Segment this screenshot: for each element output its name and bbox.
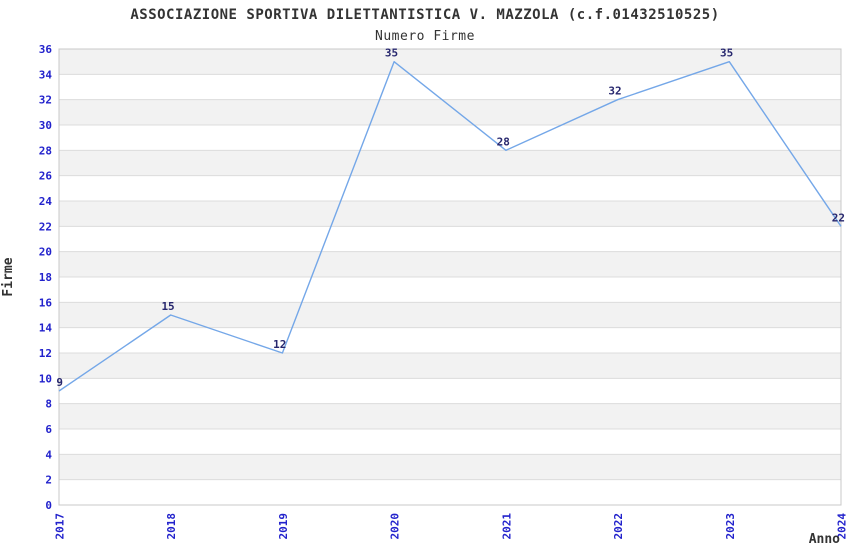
- x-axis-title: Anno: [809, 532, 840, 547]
- background-band: [59, 479, 841, 505]
- background-band: [59, 277, 841, 303]
- value-label: 22: [832, 211, 845, 224]
- y-tick-label: 22: [39, 220, 52, 233]
- plot-frame: [58, 48, 842, 506]
- value-label: 15: [161, 300, 174, 313]
- y-tick-label: 8: [45, 398, 52, 411]
- y-tick-label: 28: [39, 144, 52, 157]
- x-axis-tick-labels: 2017 2018 2019 2020 2021 2022 2023 2024: [54, 513, 849, 540]
- value-label: 35: [385, 47, 398, 60]
- plot-gridlines: [59, 73, 841, 481]
- background-band: [59, 74, 841, 100]
- x-tick-label: 2024: [836, 513, 849, 540]
- background-band: [59, 454, 841, 480]
- background-band: [59, 378, 841, 404]
- y-tick-label: 26: [39, 170, 53, 183]
- value-label: 12: [273, 338, 286, 351]
- value-label: 35: [720, 47, 733, 60]
- background-band: [59, 175, 841, 201]
- y-tick-label: 10: [39, 372, 52, 385]
- y-tick-label: 24: [39, 195, 53, 208]
- y-tick-label: 6: [45, 423, 52, 436]
- y-tick-label: 36: [39, 43, 53, 56]
- data-line: [58, 61, 842, 392]
- y-tick-label: 30: [39, 119, 52, 132]
- plot-background-bands: [59, 49, 841, 505]
- value-label: 32: [608, 85, 621, 98]
- value-label: 9: [56, 376, 63, 389]
- background-band: [59, 226, 841, 252]
- y-tick-label: 14: [39, 322, 53, 335]
- x-tick-label: 2021: [500, 513, 513, 540]
- x-tick-label: 2023: [724, 513, 737, 540]
- background-band: [59, 251, 841, 277]
- x-tick-label: 2019: [277, 513, 290, 540]
- y-tick-label: 18: [39, 271, 52, 284]
- background-band: [59, 353, 841, 379]
- y-tick-label: 32: [39, 94, 52, 107]
- background-band: [59, 327, 841, 353]
- y-tick-label: 16: [39, 296, 53, 309]
- value-label: 28: [497, 135, 510, 148]
- chart-subtitle: Numero Firme: [375, 29, 475, 44]
- background-band: [59, 125, 841, 151]
- x-tick-label: 2020: [389, 513, 402, 540]
- value-labels: 9 15 12 35 28 32 35 22: [56, 47, 845, 389]
- background-band: [59, 302, 841, 328]
- background-band: [59, 201, 841, 227]
- x-tick-label: 2018: [165, 513, 178, 540]
- background-band: [59, 49, 841, 75]
- y-tick-label: 4: [45, 448, 52, 461]
- y-tick-label: 0: [45, 499, 52, 512]
- y-tick-label: 20: [39, 246, 52, 259]
- x-tick-label: 2022: [612, 513, 625, 540]
- chart-title: ASSOCIAZIONE SPORTIVA DILETTANTISTICA V.…: [130, 7, 719, 23]
- y-tick-label: 12: [39, 347, 52, 360]
- x-tick-label: 2017: [54, 513, 67, 540]
- background-band: [59, 429, 841, 455]
- background-band: [59, 403, 841, 429]
- background-band: [59, 150, 841, 176]
- y-tick-label: 34: [39, 68, 53, 81]
- y-tick-label: 2: [45, 474, 52, 487]
- background-band: [59, 99, 841, 125]
- y-axis-title: Firme: [1, 257, 16, 296]
